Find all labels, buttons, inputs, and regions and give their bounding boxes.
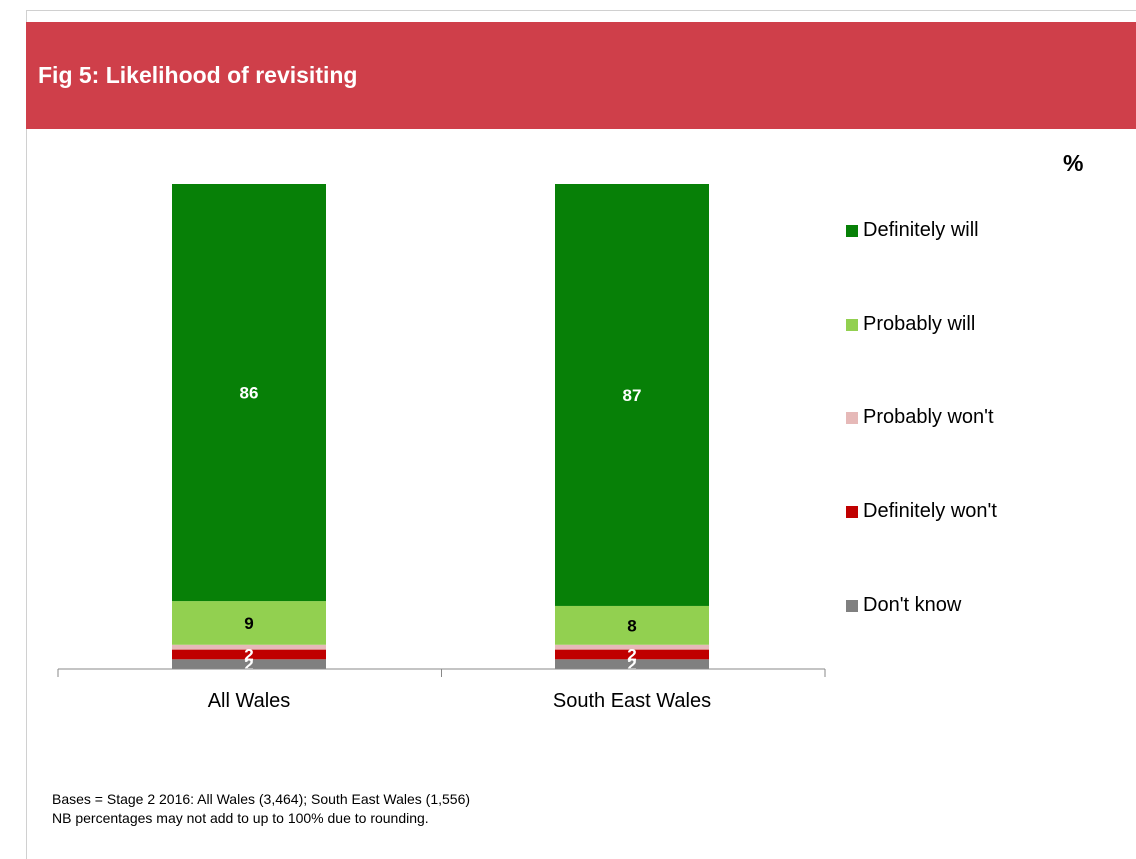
- data-label-probably-will-all-wales: 9: [244, 614, 253, 633]
- footnotes: Bases = Stage 2 2016: All Wales (3,464);…: [52, 790, 470, 828]
- data-label-don-t-know-all-wales: 2: [244, 655, 253, 674]
- legend-item-definitely-will: Definitely will: [846, 219, 979, 242]
- bar-probably-won-t-all-wales: [172, 644, 326, 650]
- chart-title: Fig 5: Likelihood of revisiting: [38, 62, 358, 88]
- bar-definitely-will-all-wales: [172, 184, 326, 602]
- legend-swatch: [846, 318, 858, 331]
- unit-label: %: [1063, 150, 1084, 176]
- bar-definitely-will-south-east-wales: [555, 184, 709, 606]
- legend-label: Probably will: [863, 313, 976, 335]
- legend-swatch: [846, 224, 858, 237]
- bar-probably-will-south-east-wales: [555, 605, 709, 645]
- legend-swatch: [846, 599, 858, 612]
- bar-definitely-won-t-all-wales: [172, 649, 326, 660]
- bar-don-t-know-all-wales: [172, 659, 326, 669]
- title-bar: [26, 22, 1136, 129]
- bar-don-t-know-south-east-wales: [555, 659, 709, 669]
- footnote-bases: Bases = Stage 2 2016: All Wales (3,464);…: [52, 791, 471, 807]
- chart-frame: [26, 10, 1136, 859]
- legend-label: Definitely won't: [863, 500, 997, 522]
- data-label-probably-will-south-east-wales: 8: [627, 616, 636, 635]
- legend-item-probably-will: Probably will: [846, 313, 975, 336]
- x-tick-label-south-east-wales: South East Wales: [553, 690, 711, 712]
- legend-label: Probably won't: [863, 406, 994, 428]
- legend-swatch: [846, 505, 858, 518]
- legend-swatch: [846, 411, 858, 424]
- bar-probably-won-t-south-east-wales: [555, 644, 709, 650]
- data-label-definitely-will-all-wales: 86: [240, 384, 259, 403]
- footnote-rounding: NB percentages may not add to up to 100%…: [52, 810, 429, 826]
- bar-probably-will-all-wales: [172, 601, 326, 645]
- legend-item-probably-won-t: Probably won't: [846, 406, 994, 429]
- legend-item-definitely-won-t: Definitely won't: [846, 500, 997, 523]
- legend-item-don-t-know: Don't know: [846, 594, 961, 617]
- data-label-definitely-will-south-east-wales: 87: [623, 386, 642, 405]
- legend-label: Definitely will: [863, 219, 979, 241]
- x-tick-label-all-wales: All Wales: [208, 690, 291, 712]
- data-label-don-t-know-south-east-wales: 2: [627, 655, 636, 674]
- data-label-definitely-won-t-all-wales: 2: [244, 645, 253, 664]
- bar-definitely-won-t-south-east-wales: [555, 649, 709, 660]
- legend-label: Don't know: [863, 594, 962, 616]
- data-label-definitely-won-t-south-east-wales: 2: [627, 645, 636, 664]
